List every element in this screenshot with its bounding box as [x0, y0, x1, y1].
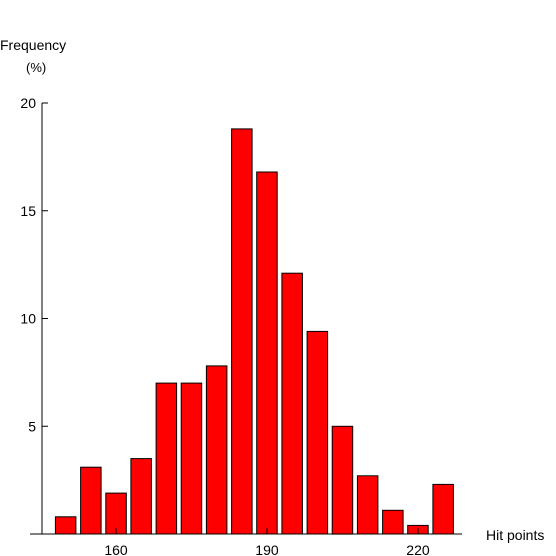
bar-165: [130, 458, 152, 535]
x-tick-label-190: 190: [255, 542, 279, 556]
x-tick-label-220: 220: [406, 542, 430, 556]
bar-210: [356, 475, 379, 535]
bar-200: [306, 330, 329, 535]
y-tick-label-20: 20: [20, 95, 36, 111]
y-tick-label-10: 10: [20, 311, 36, 327]
y-ticks-group: 5 10 15 20: [20, 95, 48, 434]
y-axis-title: Frequency: [0, 37, 66, 53]
bar-185: [231, 128, 253, 535]
bar-190: [256, 171, 278, 535]
y-tick-label-15: 15: [20, 203, 36, 219]
bar-155: [80, 466, 102, 535]
bar-195: [281, 272, 303, 535]
bar-170: [155, 382, 178, 535]
x-ticks-group: 160 190 220: [104, 528, 430, 556]
bar-160: [105, 492, 127, 535]
bar-215: [382, 509, 404, 535]
bar-175: [180, 382, 203, 535]
y-axis-unit: (%): [26, 60, 46, 75]
bar-205: [331, 425, 354, 535]
bars-group: [54, 128, 454, 535]
x-axis-title: Hit points: [486, 527, 544, 543]
bar-225: [432, 483, 454, 535]
bar-180: [205, 365, 228, 535]
x-tick-label-160: 160: [104, 542, 128, 556]
y-tick-label-5: 5: [28, 418, 36, 434]
bar-150: [54, 516, 77, 535]
